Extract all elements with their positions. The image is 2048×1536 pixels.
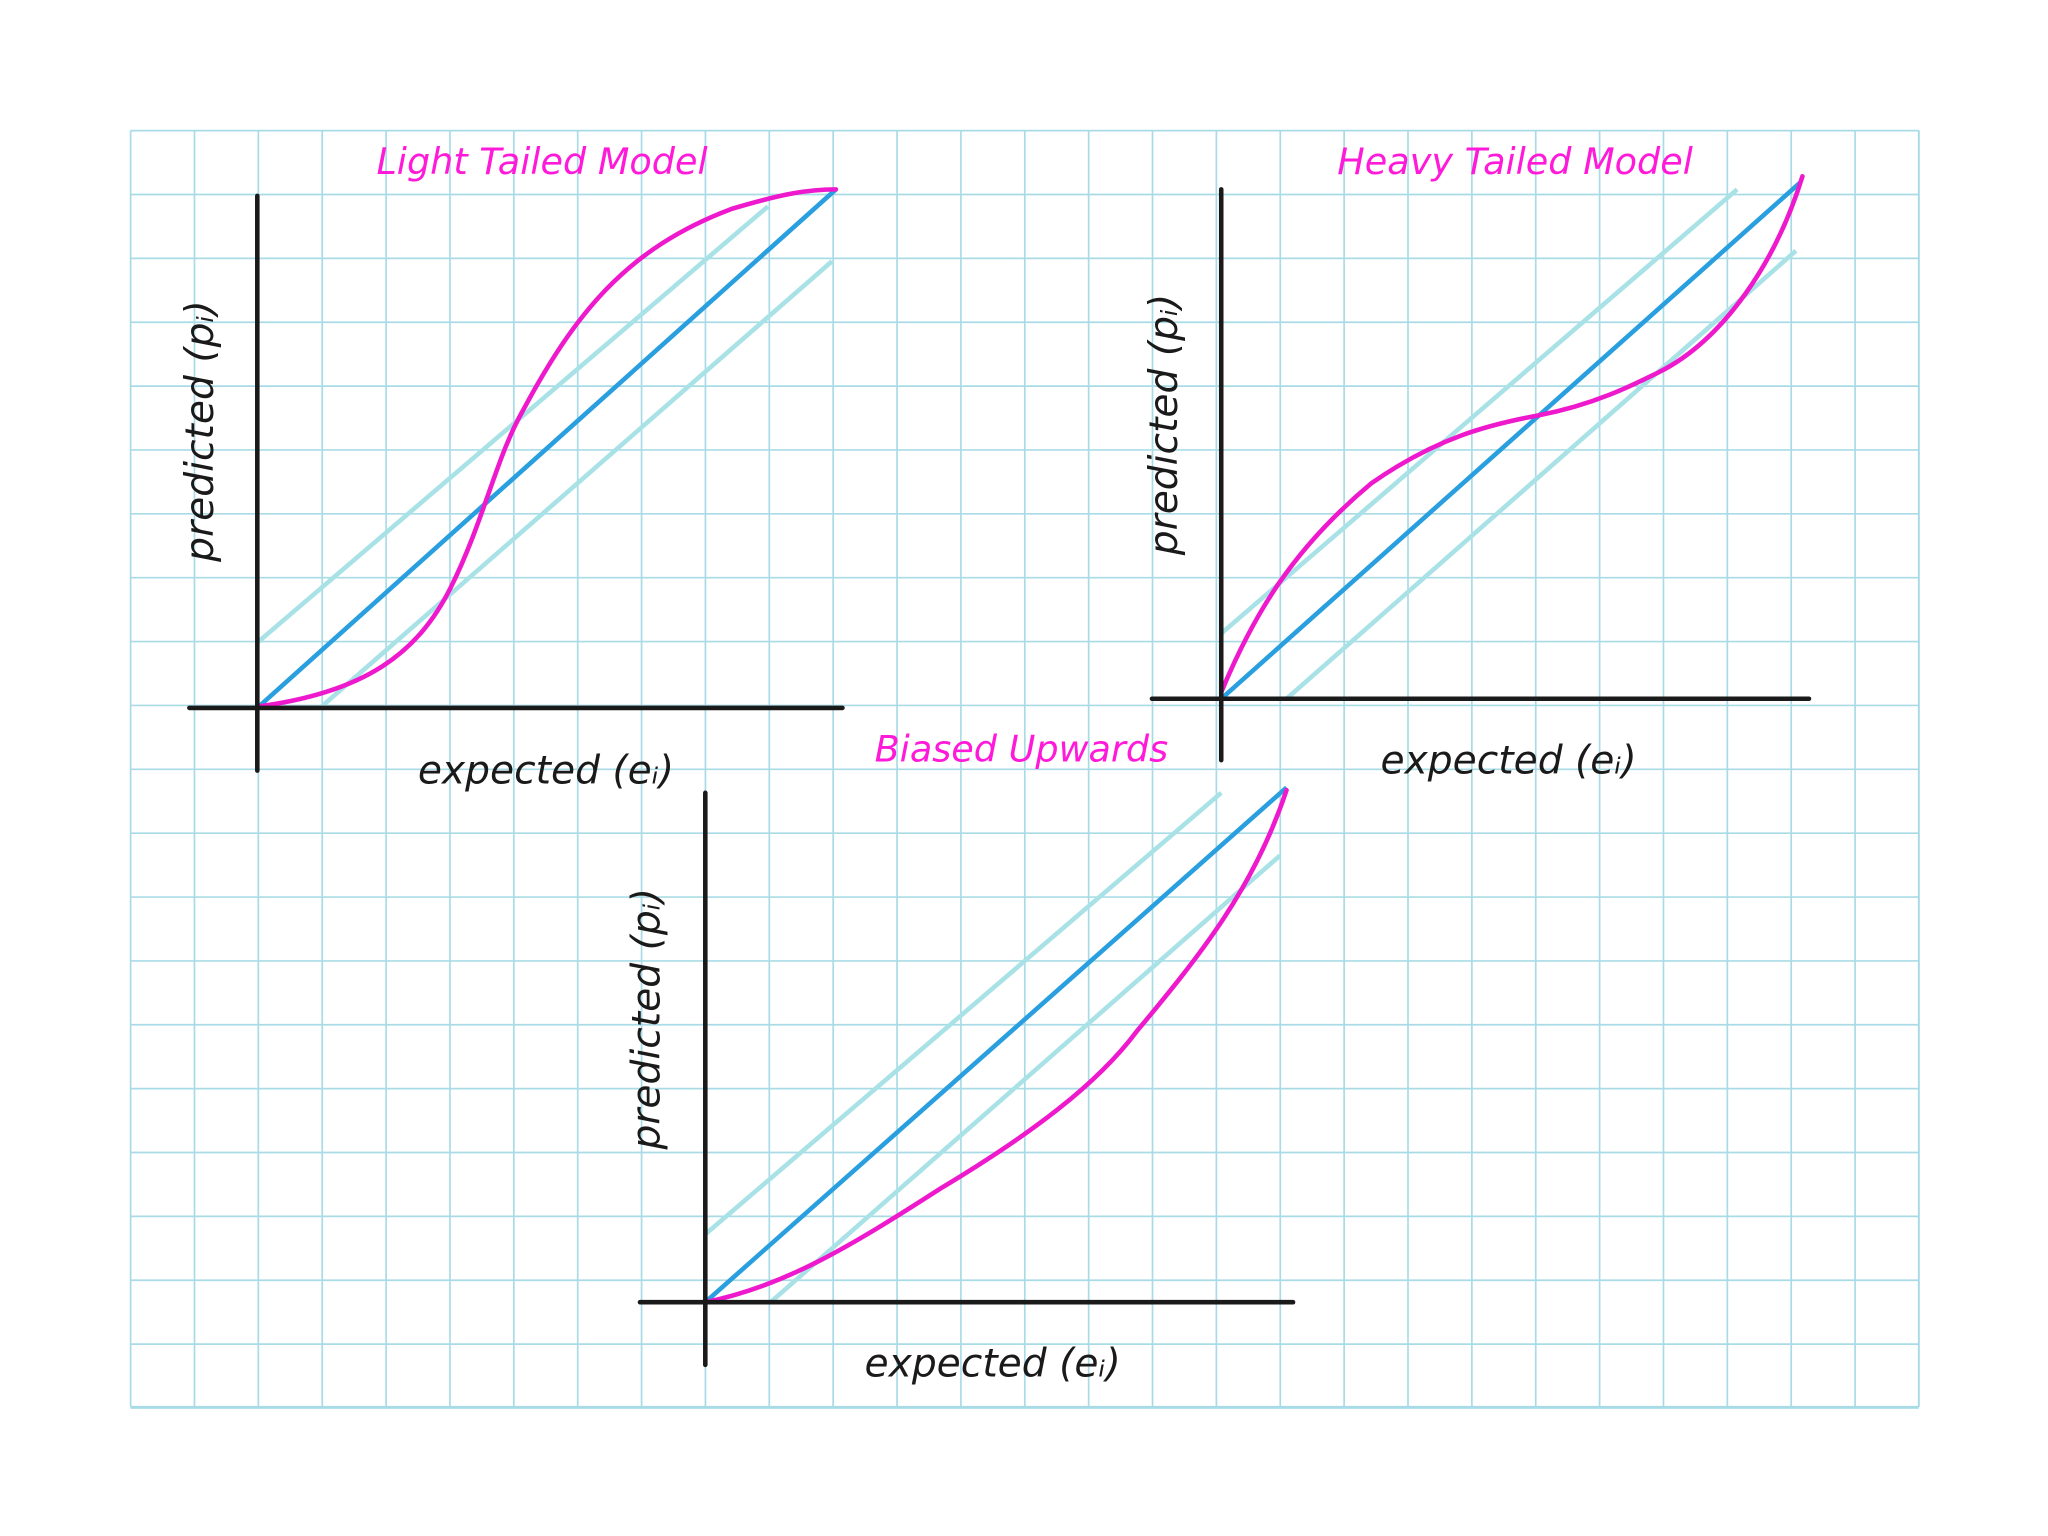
band-lower — [1285, 249, 1798, 701]
y-label: predicted (pᵢ) — [1142, 294, 1187, 557]
y-label: predicted (pᵢ) — [178, 300, 223, 563]
reference-line — [1219, 181, 1802, 701]
x-label: expected (eᵢ) — [865, 1342, 1121, 1387]
y-label: predicted (pᵢ) — [625, 888, 670, 1151]
qq-curve — [703, 787, 1289, 1305]
band-upper — [703, 791, 1223, 1237]
band-lower — [318, 259, 834, 710]
x-label: expected (eᵢ) — [1380, 738, 1636, 783]
plot-title: Heavy Tailed Model — [1337, 140, 1693, 183]
plot-title: Biased Upwards — [875, 728, 1169, 771]
plot-title: Light Tailed Model — [376, 140, 707, 183]
reference-line — [255, 187, 838, 710]
plot-heavy-tailed: Heavy Tailed Model expected (eᵢ) predict… — [1142, 140, 1812, 783]
qq-curve — [1218, 174, 1805, 695]
band-upper — [1219, 187, 1739, 636]
reference-line — [703, 785, 1289, 1304]
plot-light-tailed: Light Tailed Model expected (eᵢ) predict… — [178, 140, 845, 794]
x-label: expected (eᵢ) — [418, 749, 674, 794]
band-upper — [255, 204, 770, 645]
plot-biased-upwards: Biased Upwards expected (eᵢ) predicted (… — [625, 728, 1296, 1387]
qq-curve — [255, 187, 839, 709]
band-lower — [769, 853, 1282, 1304]
